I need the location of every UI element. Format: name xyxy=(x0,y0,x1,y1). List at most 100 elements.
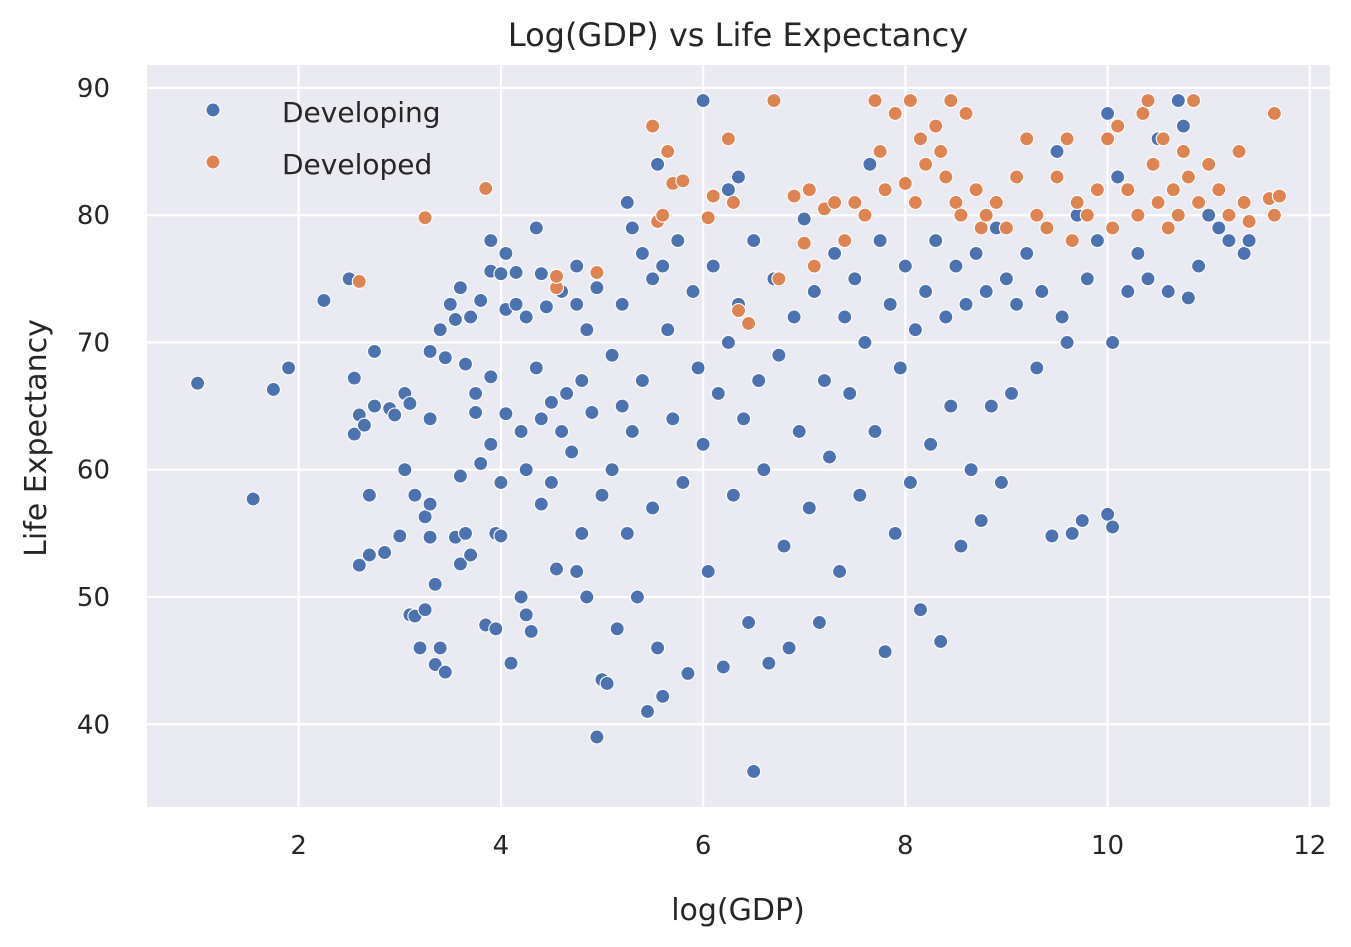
data-point-developing xyxy=(584,404,600,421)
data-point-developing xyxy=(827,245,843,261)
data-point-developed xyxy=(847,194,863,211)
data-point-developed xyxy=(1064,233,1080,249)
data-point-developing xyxy=(508,296,524,312)
data-point-developing xyxy=(533,411,549,427)
y-tick-label: 80 xyxy=(77,201,110,231)
data-point-developing xyxy=(968,245,984,261)
data-point-developing xyxy=(407,487,423,503)
data-point-developing xyxy=(705,258,721,274)
data-point-developing xyxy=(533,266,549,282)
data-point-developing xyxy=(513,423,529,440)
data-point-developing xyxy=(1221,233,1237,249)
data-point-developing xyxy=(639,703,656,720)
x-tick-label: 12 xyxy=(1293,831,1326,861)
data-point-developing xyxy=(761,655,777,671)
data-point-developing xyxy=(877,644,893,660)
data-point-developing xyxy=(190,375,206,391)
data-point-developed xyxy=(1271,188,1287,204)
y-tick-label: 70 xyxy=(77,328,110,358)
data-point-developed xyxy=(1191,194,1207,211)
data-point-developing xyxy=(928,233,944,249)
data-point-developing xyxy=(796,211,812,227)
data-point-developed xyxy=(857,207,873,223)
data-point-developed xyxy=(675,173,691,189)
data-point-developing xyxy=(1089,233,1105,249)
data-point-developing xyxy=(958,296,974,312)
data-point-developing xyxy=(437,350,453,366)
data-point-developing xyxy=(493,528,509,544)
data-point-developing xyxy=(963,462,979,478)
data-point-developing xyxy=(730,169,747,185)
x-axis-title: log(GDP) xyxy=(671,893,805,928)
data-point-developing xyxy=(680,665,696,681)
data-point-developing xyxy=(923,436,939,452)
data-point-developed xyxy=(1211,182,1227,198)
data-point-developing xyxy=(422,529,438,545)
data-point-developed xyxy=(1039,220,1055,236)
data-point-developed xyxy=(705,188,721,204)
data-point-developing xyxy=(882,296,898,312)
data-point-developing xyxy=(422,496,438,512)
data-point-developing xyxy=(422,411,438,427)
data-point-developed xyxy=(928,118,944,134)
data-point-developed xyxy=(988,194,1004,211)
data-point-developing xyxy=(579,322,595,338)
series-developed xyxy=(351,93,1287,331)
data-point-developed xyxy=(766,93,782,109)
chart-title: Log(GDP) vs Life Expectancy xyxy=(508,16,968,54)
data-point-developing xyxy=(993,474,1009,491)
data-point-developing xyxy=(493,474,509,491)
data-point-developing xyxy=(1105,519,1121,535)
data-point-developing xyxy=(902,474,918,491)
data-point-developing xyxy=(983,398,999,414)
data-point-developing xyxy=(943,398,959,414)
data-point-developing xyxy=(660,322,676,338)
data-point-developed xyxy=(1105,220,1121,236)
data-point-developing xyxy=(574,525,590,541)
x-tick-label: 4 xyxy=(493,831,510,861)
y-tick-label: 50 xyxy=(77,583,110,613)
data-point-developing xyxy=(518,462,534,478)
data-point-developing xyxy=(670,233,686,249)
data-point-developing xyxy=(1120,283,1136,300)
data-point-developed xyxy=(948,194,964,211)
data-point-developed xyxy=(958,105,974,121)
data-point-developed xyxy=(1170,207,1186,223)
data-point-developing xyxy=(361,547,377,563)
data-point-developing xyxy=(665,411,681,427)
data-point-developed xyxy=(902,93,918,109)
data-point-developing xyxy=(483,436,499,452)
data-point-developing xyxy=(1191,258,1207,274)
data-point-developing xyxy=(1105,334,1121,351)
data-point-developed xyxy=(918,156,934,172)
data-point-developing xyxy=(948,258,964,274)
data-point-developing xyxy=(715,659,731,675)
data-point-developing xyxy=(892,360,908,376)
data-point-developed xyxy=(1175,143,1191,160)
data-point-developing xyxy=(589,729,605,745)
data-point-developing xyxy=(806,283,822,300)
data-point-developing xyxy=(1211,220,1227,236)
data-point-developed xyxy=(806,258,822,274)
data-point-developing xyxy=(457,525,474,541)
data-point-developing xyxy=(1034,283,1050,300)
data-points xyxy=(190,93,1287,779)
y-tick-labels: 40 50 60 70 80 90 xyxy=(77,74,110,740)
data-point-developing xyxy=(538,299,554,315)
data-point-developing xyxy=(973,513,989,529)
data-point-developing xyxy=(609,621,625,637)
data-point-developing xyxy=(457,356,474,372)
data-point-developing xyxy=(842,385,858,401)
data-point-developed xyxy=(1231,143,1247,160)
data-point-developing xyxy=(852,487,868,503)
data-point-developing xyxy=(650,640,666,656)
data-point-developed xyxy=(968,182,984,198)
data-point-developing xyxy=(523,623,539,639)
data-point-developed xyxy=(1155,131,1171,147)
data-point-developed xyxy=(998,220,1014,236)
data-point-developed xyxy=(943,93,959,109)
data-point-developing xyxy=(513,589,529,605)
data-point-developing xyxy=(771,347,787,363)
data-point-developed xyxy=(771,271,787,287)
data-point-developed xyxy=(1145,156,1161,172)
